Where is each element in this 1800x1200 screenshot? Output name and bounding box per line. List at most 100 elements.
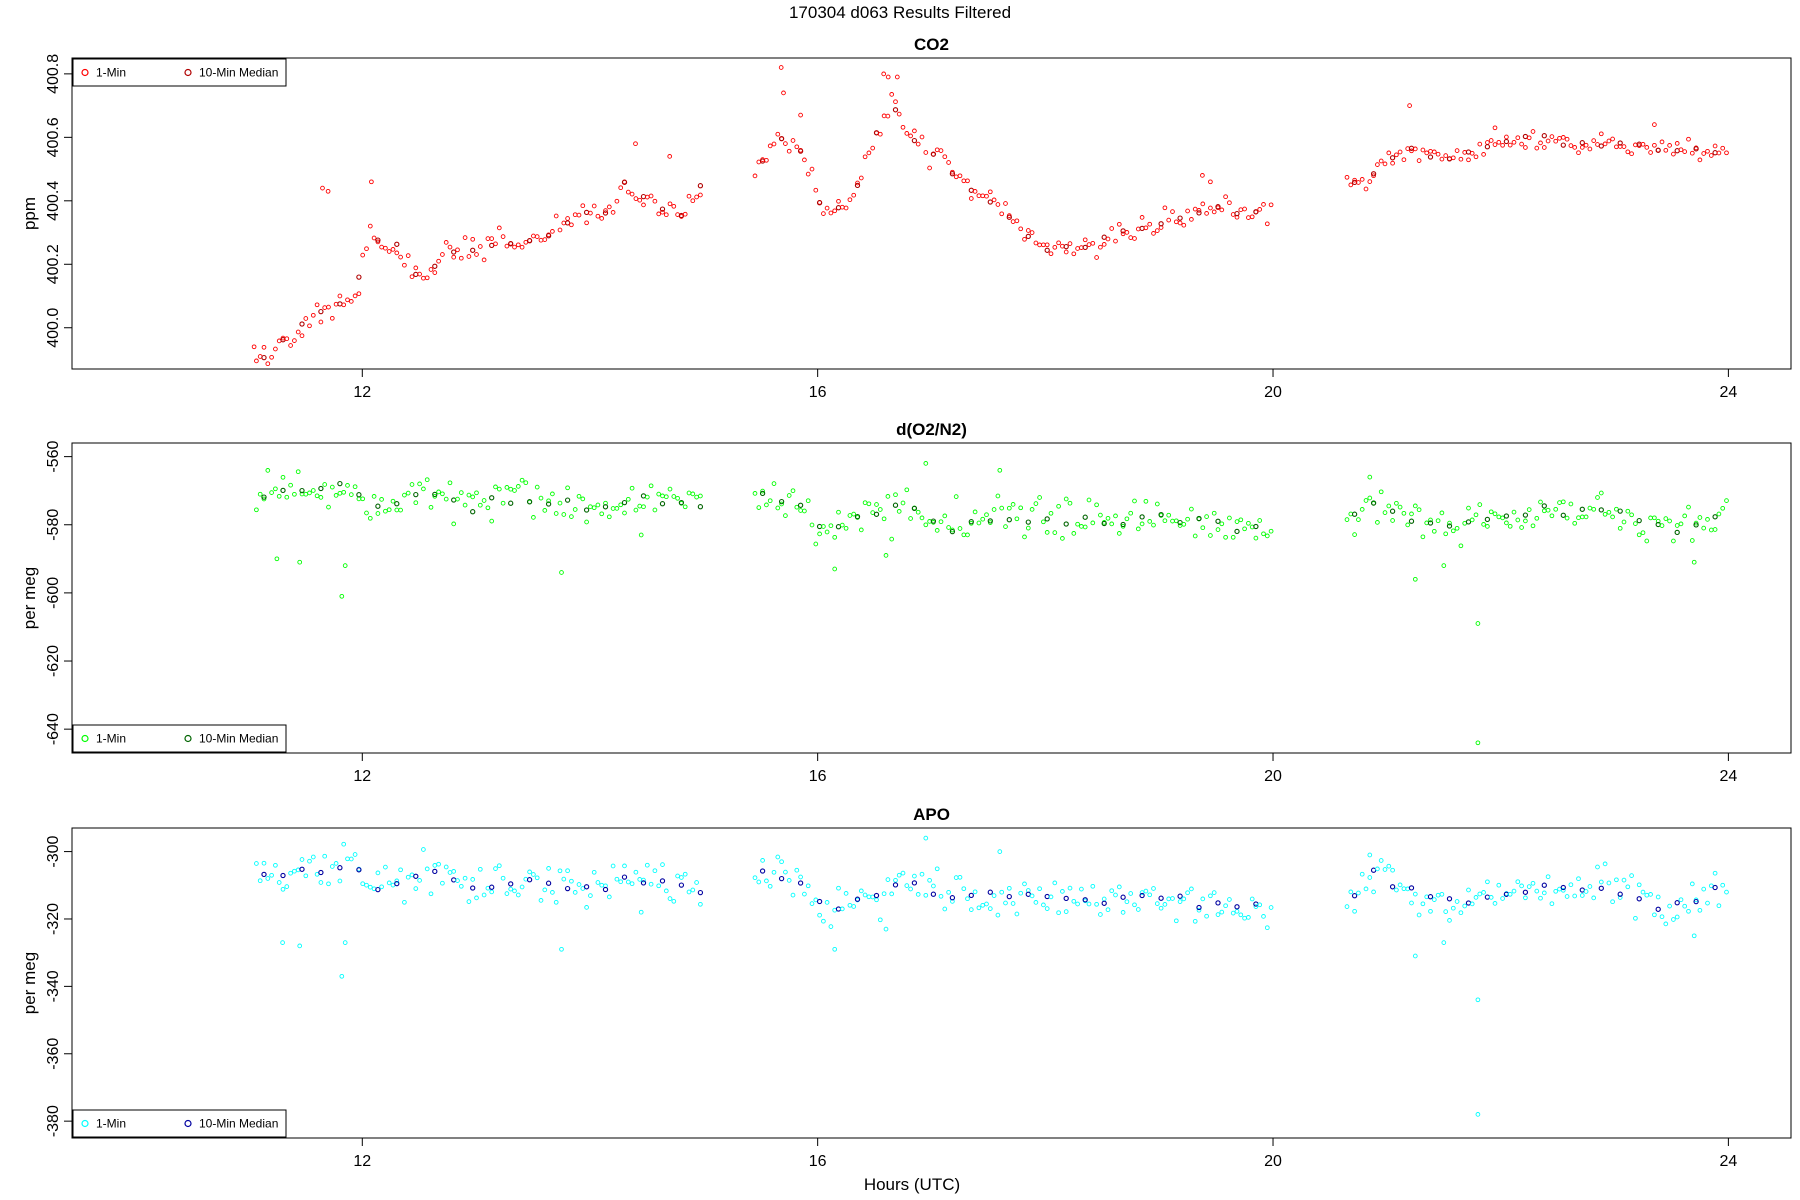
data-point-1min [1435, 892, 1441, 898]
data-point-1min [550, 229, 555, 234]
data-point-1min [1428, 148, 1433, 154]
data-point-1min [1075, 521, 1080, 527]
data-point-1min [565, 868, 570, 874]
data-point-1min [352, 484, 358, 490]
data-point-1min [953, 494, 959, 499]
data-point-1min [455, 878, 460, 883]
data-point-1min [1477, 891, 1483, 897]
data-point-median [873, 892, 880, 899]
data-point-1min [1507, 523, 1513, 529]
data-point-1min [862, 154, 868, 160]
data-point-1min [1249, 896, 1255, 902]
x-tick-label: 12 [353, 384, 371, 401]
data-point-1min [1025, 525, 1031, 531]
data-point-1min [1386, 863, 1392, 869]
data-point-1min [965, 178, 970, 184]
data-point-1min [1720, 145, 1726, 151]
data-point-1min [1602, 511, 1608, 517]
data-point-1min [1697, 157, 1703, 163]
data-point-1min [987, 189, 993, 195]
data-point-1min [946, 160, 951, 165]
data-point-1min [337, 293, 343, 299]
data-point-1min [877, 131, 883, 137]
data-point-1min [1583, 142, 1589, 148]
data-point-1min [824, 205, 830, 211]
data-point-1min [1435, 151, 1441, 157]
data-point-1min [1116, 884, 1122, 890]
data-point-1min [760, 858, 765, 863]
data-point-1min [1579, 145, 1585, 150]
data-point-1min [409, 274, 415, 280]
data-point-median [602, 886, 609, 893]
data-point-1min [265, 876, 271, 881]
data-point-1min [614, 876, 620, 882]
data-point-1min [652, 868, 658, 874]
data-point-1min [836, 509, 841, 515]
data-point-1min [984, 901, 989, 907]
data-point-1min [1094, 502, 1099, 508]
data-point-1min [386, 249, 392, 254]
data-point-1min [915, 141, 921, 147]
data-point-1min [314, 302, 320, 308]
data-point-1min [638, 909, 644, 915]
data-point-median [1598, 885, 1604, 891]
data-point-1min [995, 493, 1001, 499]
data-point-1min [1591, 506, 1597, 512]
data-point-1min [329, 315, 335, 321]
data-point-1min [550, 491, 555, 497]
data-point-1min [447, 480, 453, 486]
data-point-1min [1071, 898, 1077, 904]
data-point-1min [417, 481, 422, 487]
data-point-1min [1724, 889, 1729, 895]
data-point-1min [1056, 240, 1061, 246]
data-point-1min [1492, 511, 1498, 517]
data-point-1min [923, 892, 929, 898]
data-point-1min [900, 870, 906, 876]
data-point-1min [345, 483, 350, 488]
data-point-1min [1060, 889, 1065, 894]
data-point-1min [1268, 528, 1274, 534]
data-point-1min [257, 491, 263, 497]
data-point-1min [1545, 874, 1551, 880]
data-point-1min [1507, 891, 1513, 897]
data-point-1min [1010, 502, 1016, 507]
data-point-median [1636, 517, 1642, 524]
data-point-1min [1466, 157, 1471, 163]
data-point-1min [1466, 887, 1471, 893]
data-point-1min [1454, 148, 1460, 153]
data-point-1min [1701, 525, 1707, 531]
data-point-1min [775, 505, 781, 511]
data-point-1min [663, 212, 669, 218]
data-point-1min [1523, 895, 1528, 901]
data-point-1min [847, 902, 853, 908]
data-point-1min [633, 141, 638, 147]
data-point-1min [595, 213, 601, 219]
data-point-1min [265, 468, 271, 473]
data-point-1min [470, 236, 476, 242]
data-point-1min [671, 898, 677, 904]
data-point-1min [1652, 912, 1657, 918]
data-point-1min [1705, 517, 1710, 522]
data-point-1min [1223, 534, 1228, 540]
data-point-1min [1185, 208, 1190, 214]
data-point-1min [1052, 244, 1058, 250]
data-point-1min [1242, 206, 1247, 212]
data-point-1min [1640, 141, 1646, 147]
data-point-1min [1462, 903, 1468, 909]
data-point-1min [1185, 516, 1190, 522]
data-point-median [1712, 884, 1718, 891]
data-point-1min [652, 198, 658, 204]
data-point-1min [447, 870, 453, 875]
data-point-1min [379, 244, 384, 250]
data-point-1min [1363, 186, 1369, 192]
data-point-1min [512, 244, 517, 250]
data-point-1min [553, 213, 559, 219]
data-point-1min [1428, 517, 1433, 523]
data-point-1min [847, 197, 853, 203]
data-point-1min [1401, 157, 1407, 163]
data-point-1min [1454, 525, 1460, 531]
data-point-1min [337, 490, 343, 496]
data-point-1min [1492, 901, 1498, 906]
data-point-1min [1143, 888, 1149, 894]
data-point-1min [1105, 515, 1111, 521]
